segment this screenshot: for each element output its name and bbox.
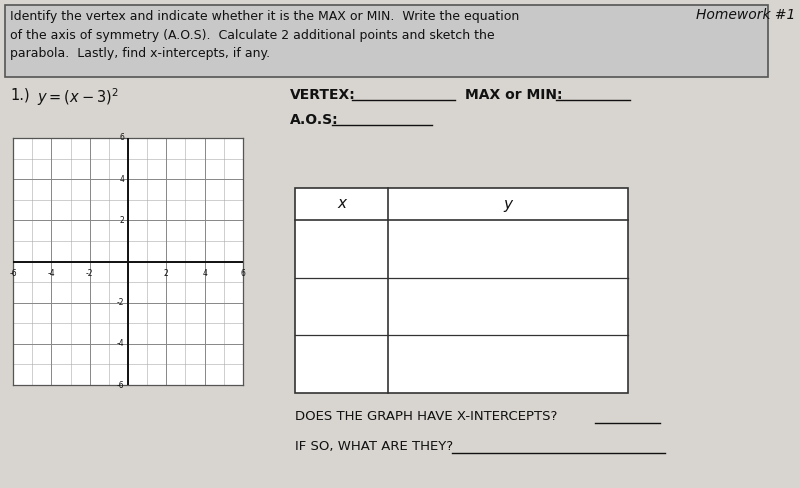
Text: Identify the vertex and indicate whether it is the MAX or MIN.  Write the equati: Identify the vertex and indicate whether… — [10, 10, 519, 60]
Text: IF SO, WHAT ARE THEY?: IF SO, WHAT ARE THEY? — [295, 440, 453, 453]
Text: 2: 2 — [119, 216, 124, 225]
Text: x: x — [337, 197, 346, 211]
Text: -2: -2 — [86, 269, 94, 278]
Text: DOES THE GRAPH HAVE X-INTERCEPTS?: DOES THE GRAPH HAVE X-INTERCEPTS? — [295, 410, 558, 423]
Text: -4: -4 — [47, 269, 55, 278]
Text: -2: -2 — [117, 298, 124, 307]
Text: VERTEX:: VERTEX: — [290, 88, 356, 102]
Text: $y = (x - 3)^2$: $y = (x - 3)^2$ — [37, 86, 119, 108]
Text: -6: -6 — [117, 381, 124, 389]
Text: 1.): 1.) — [10, 88, 30, 103]
Text: y: y — [504, 197, 513, 211]
Bar — [5, 5, 768, 77]
Bar — [295, 188, 628, 393]
Text: 4: 4 — [202, 269, 207, 278]
Text: -6: -6 — [9, 269, 17, 278]
Text: 2: 2 — [164, 269, 169, 278]
Text: A.O.S:: A.O.S: — [290, 113, 338, 127]
Text: 6: 6 — [119, 134, 124, 142]
Text: -4: -4 — [117, 339, 124, 348]
Text: MAX or MIN:: MAX or MIN: — [465, 88, 562, 102]
Text: 4: 4 — [119, 175, 124, 183]
Text: Homework #1: Homework #1 — [696, 8, 795, 22]
Text: 6: 6 — [241, 269, 246, 278]
